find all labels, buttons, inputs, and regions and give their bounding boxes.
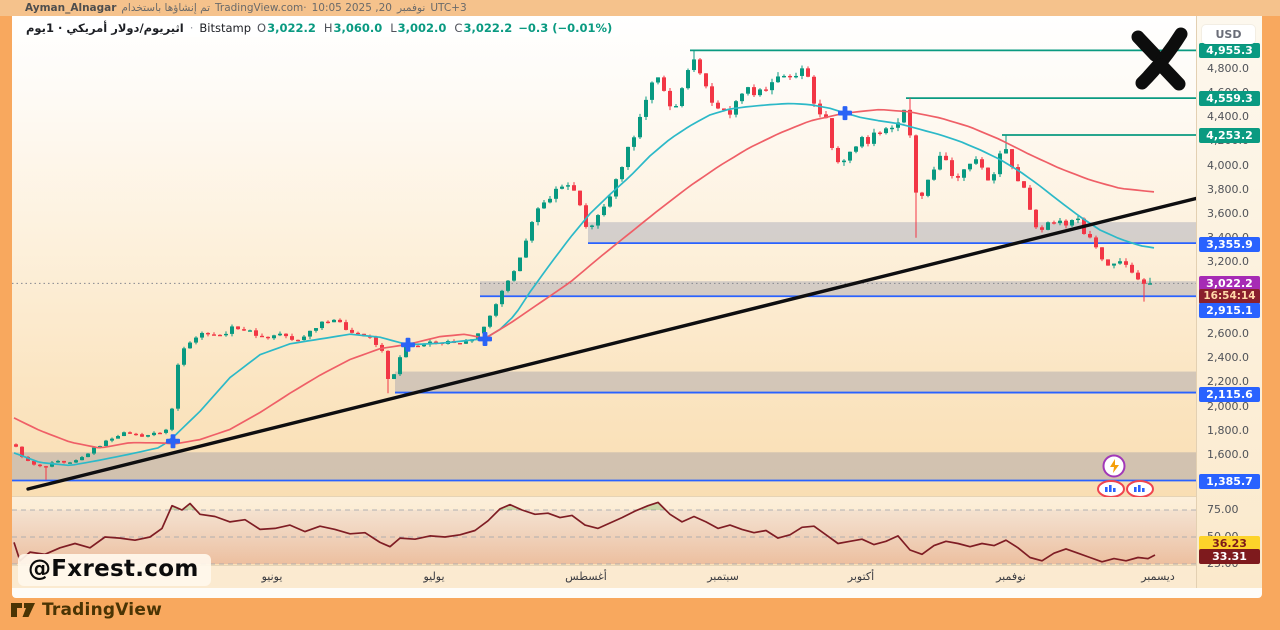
exchange-label: Bitstamp xyxy=(199,21,252,35)
ohlc-letter: C xyxy=(454,21,463,35)
watermark: @Fxrest.com xyxy=(18,554,211,586)
time-axis[interactable]: يونيو يوليو أغسطس سبتمبر أكتوبر نوفمبر ديسمبر xyxy=(12,566,1196,588)
price-label-4955: 4,955.3 xyxy=(1199,42,1260,58)
ohlc-value: 3,060.0 xyxy=(333,21,383,35)
tradingview-logo-text: TradingView xyxy=(42,600,162,620)
tradingview-logo-icon xyxy=(10,599,36,621)
ma-fast-line xyxy=(13,102,1155,467)
price-tick-label: 3,200.0 xyxy=(1207,255,1249,268)
trendline[interactable] xyxy=(26,196,1202,491)
price-tick-label: 3,800.0 xyxy=(1207,183,1249,196)
month-label: نوفمبر xyxy=(996,570,1026,583)
ohlc-value: 3,022.2 xyxy=(267,21,316,35)
currency-badge: USD xyxy=(1202,25,1255,44)
attribution-text: تم إنشاؤها باستخدام xyxy=(121,2,211,14)
price-label-1385: 1,385.7 xyxy=(1199,473,1260,489)
rsi-ma-label: 36.23 xyxy=(1199,535,1260,551)
price-tick-label: 2,400.0 xyxy=(1207,351,1249,364)
month-label: أكتوبر xyxy=(847,570,875,583)
attribution-author: Ayman_Alnagar xyxy=(25,2,117,14)
ma-cross-marker xyxy=(166,434,180,449)
candles-layer xyxy=(14,50,1152,480)
ma-cross-marker xyxy=(401,337,415,352)
price-label-3355: 3,355.9 xyxy=(1199,236,1260,252)
price-tick-label: 4,000.0 xyxy=(1207,159,1249,172)
ma-slow-line xyxy=(13,108,1155,449)
chart-event-icon[interactable] xyxy=(1097,480,1125,497)
countdown-label: 16:54:14 xyxy=(1199,289,1260,304)
ohlc-values: O 3,022.2 H 3,060.0 L 3,002.0 C 3,022.2 xyxy=(257,21,512,35)
ohlc-pair: H 3,060.0 xyxy=(324,21,382,35)
month-label: يوليو xyxy=(423,570,445,583)
rsi-value-label: 33.31 xyxy=(1199,548,1260,564)
price-tick-label: 2,000.0 xyxy=(1207,400,1249,413)
price-zone[interactable] xyxy=(12,452,1196,481)
chart-event-icon[interactable] xyxy=(1126,480,1154,497)
attribution-text: TradingView.com· xyxy=(215,2,307,14)
main-chart-pane[interactable] xyxy=(12,16,1196,497)
symbol-title: اثيريوم/دولار أمريكي · 1يوم xyxy=(26,21,184,35)
rsi-tick-label: 75.00 xyxy=(1207,503,1239,516)
attribution-text: 10:05 2025 ,20 xyxy=(311,2,392,14)
price-tick-label: 2,600.0 xyxy=(1207,327,1249,340)
last-price-label: 3,022.2 xyxy=(1199,275,1260,291)
ohlc-letter: L xyxy=(390,21,397,35)
ohlc-pair: L 3,002.0 xyxy=(390,21,446,35)
month-label: سبتمبر xyxy=(707,570,739,583)
price-label-4559: 4,559.3 xyxy=(1199,90,1260,106)
price-label-2915: 2,915.1 xyxy=(1199,302,1260,318)
price-tick-label: 4,400.0 xyxy=(1207,110,1249,123)
month-label: أغسطس xyxy=(565,570,607,583)
symbol-legend[interactable]: اثيريوم/دولار أمريكي · 1يوم · Bitstamp O… xyxy=(18,19,621,37)
main-pane-graphics xyxy=(12,49,1202,497)
change-value: −0.3 (−0.01%) xyxy=(518,21,613,35)
price-label-4253: 4,253.2 xyxy=(1199,127,1260,143)
ma-cross-marker xyxy=(838,106,852,121)
ohlc-pair: C 3,022.2 xyxy=(454,21,512,35)
ohlc-value: 3,022.2 xyxy=(463,21,513,35)
legend-separator: · xyxy=(189,21,194,35)
attribution-bar: Ayman_Alnagar تم إنشاؤها باستخدام TradingV… xyxy=(0,0,1280,16)
ohlc-value: 3,002.0 xyxy=(397,21,447,35)
ohlc-letter: H xyxy=(323,21,333,35)
price-zone[interactable] xyxy=(395,371,1196,393)
attribution-text: UTC+3 xyxy=(430,2,467,14)
ohlc-pair: O 3,022.2 xyxy=(257,21,316,35)
price-tick-label: 1,600.0 xyxy=(1207,448,1249,461)
month-label: يونيو xyxy=(261,570,283,583)
price-tick-label: 3,600.0 xyxy=(1207,207,1249,220)
price-tick-label: 4,800.0 xyxy=(1207,62,1249,75)
lightning-event-icon[interactable] xyxy=(1102,454,1126,478)
ohlc-letter: O xyxy=(257,21,267,35)
month-label: ديسمبر xyxy=(1141,570,1175,583)
price-tick-label: 1,800.0 xyxy=(1207,424,1249,437)
price-label-2115: 2,115.6 xyxy=(1199,386,1260,402)
ma-cross-marker xyxy=(478,332,492,347)
fxrest-x-logo-icon xyxy=(1122,24,1196,96)
rsi-line xyxy=(13,501,1156,563)
tradingview-logo: TradingView xyxy=(10,599,162,621)
price-tick-label: 2,200.0 xyxy=(1207,375,1249,388)
attribution-text: نوفمبر xyxy=(396,2,426,14)
